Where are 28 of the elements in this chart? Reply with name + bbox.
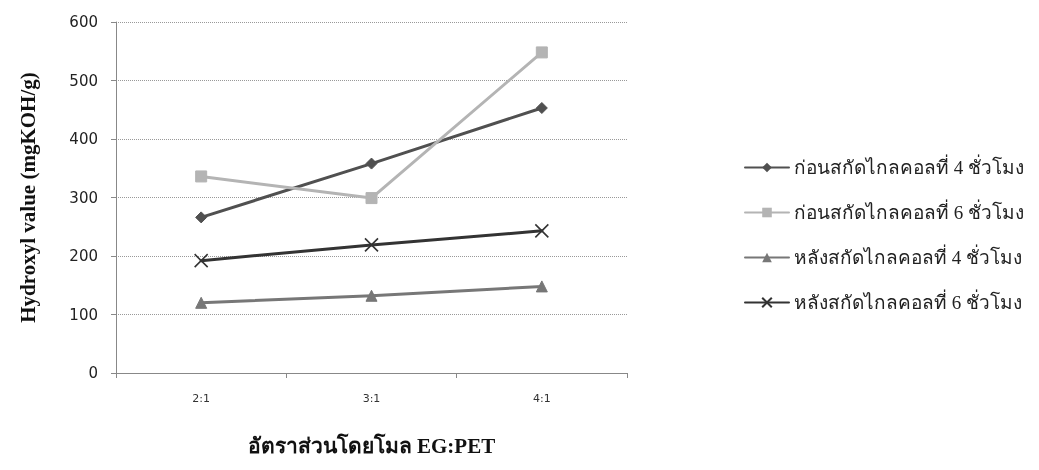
point (365, 192, 378, 205)
y-axis-title: Hydroxyl value (mgKOH/g) (15, 72, 40, 323)
point (535, 46, 548, 59)
y-tick-label: 300 (69, 188, 98, 207)
y-tick-label: 100 (69, 305, 98, 324)
legend-label: ก่อนสกัดไกลคอลที่ 6 ชั่วโมง (794, 199, 1024, 223)
point (534, 223, 550, 239)
legend-label: หลังสกัดไกลคอลที่ 6 ชั่วโมง (794, 289, 1022, 313)
x-axis-title: อัตราส่วนโดยโมล EG:PET (247, 432, 496, 458)
point (535, 280, 548, 293)
y-tick-label: 400 (69, 130, 98, 148)
y-tick-label: 200 (69, 247, 98, 265)
x-tick-label: 4:1 (532, 392, 551, 405)
point (365, 289, 378, 302)
legend-label: ก่อนสกัดไกลคอลที่ 4 ชั่วโมง (794, 154, 1024, 178)
y-tick-label: 0 (88, 364, 98, 382)
point (535, 102, 548, 114)
legend-label: หลังสกัดไกลคอลที่ 4 ชั่วโมง (794, 244, 1022, 268)
y-tick-label: 500 (69, 71, 98, 90)
point (195, 170, 208, 183)
point (365, 157, 378, 170)
point (195, 211, 208, 224)
x-tick-label: 3:1 (362, 392, 381, 405)
x-tick-label: 2:1 (192, 392, 211, 405)
point (193, 253, 209, 268)
point (364, 237, 379, 253)
point (195, 296, 208, 309)
y-tick-label: 600 (69, 13, 98, 31)
